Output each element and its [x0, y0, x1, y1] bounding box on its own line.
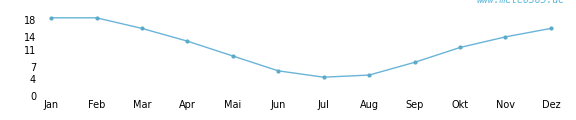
Text: www.meteo365.de: www.meteo365.de — [476, 0, 564, 5]
